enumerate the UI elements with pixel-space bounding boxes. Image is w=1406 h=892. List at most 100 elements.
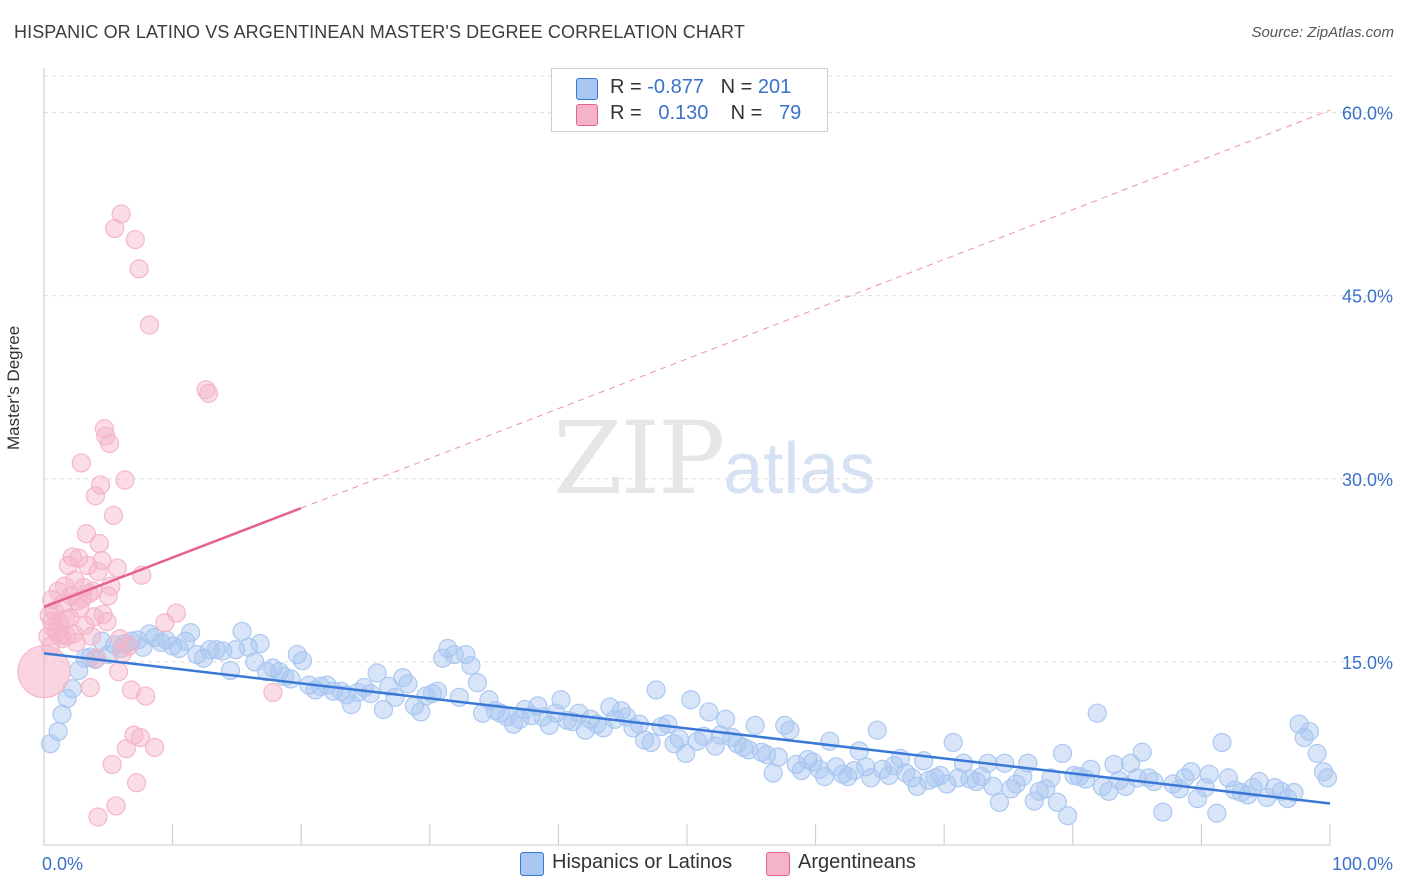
argentinean-point (126, 773, 147, 793)
hispanic-point (989, 792, 1010, 812)
hispanic-point (646, 680, 666, 700)
tick-labels: 15.0% 30.0% 45.0% 60.0% 0.0% 100.0% (42, 104, 1393, 874)
hispanic-point (287, 644, 307, 665)
hispanic-point (490, 703, 511, 723)
hispanic-point (385, 687, 405, 707)
hispanic-point (40, 734, 61, 754)
trend-lines-extended (301, 109, 1331, 509)
argentinean-point (110, 629, 130, 649)
hispanic-point (467, 673, 487, 693)
y-axis-label: Master's Degree (4, 325, 23, 450)
hispanic-point (641, 732, 661, 753)
hispanic-point (393, 668, 413, 688)
axes (43, 68, 1331, 846)
hispanic-point (169, 638, 189, 659)
hispanic-point (181, 623, 201, 643)
y-tick-label: 15.0% (1342, 653, 1393, 673)
hispanic-point (715, 709, 736, 729)
argentinean-point (88, 807, 108, 827)
argentinean-point (111, 204, 131, 224)
argentinean-point (60, 608, 80, 628)
hispanic-point (995, 753, 1015, 773)
data-points (17, 204, 1338, 827)
argentinean-point (94, 419, 115, 439)
argentinean-point (42, 612, 62, 632)
argentinean-point (108, 662, 129, 682)
hispanic-point (1024, 791, 1044, 811)
hispanic-point (786, 754, 806, 775)
hispanic-point (456, 644, 476, 665)
hispanic-point (48, 721, 68, 742)
argentinean-point (115, 470, 135, 490)
bottom-legend-label-hispanic: Hispanics or Latinos (552, 851, 733, 873)
argentinean-point (263, 682, 283, 703)
hispanic-point (539, 715, 559, 735)
hispanic-point (745, 715, 765, 735)
argentinean-point (81, 626, 102, 646)
legend-swatch-argentinean (576, 104, 598, 126)
hispanic-point (937, 774, 957, 794)
hispanic-point (569, 703, 589, 723)
argentinean-point (90, 475, 111, 495)
hispanic-point (733, 737, 754, 757)
hispanic-point (600, 697, 620, 717)
hispanic-point (833, 764, 853, 784)
hispanic-point (1187, 789, 1208, 809)
hispanic-point (361, 684, 381, 704)
hispanic-point (879, 765, 899, 786)
hispanic-point (658, 714, 678, 734)
hispanic-point (292, 651, 313, 671)
hispanic-point (57, 688, 77, 709)
trend-lines (43, 506, 1331, 805)
hispanic-point (676, 743, 696, 764)
argentinean-point (88, 561, 108, 582)
y-tick-label: 45.0% (1342, 287, 1393, 307)
hispanic-point (367, 663, 387, 683)
hispanic-point (411, 702, 431, 722)
hispanic-point (1199, 764, 1219, 784)
correlation-legend: R = -0.877 N = 201 R = 0.130 N = 79 (551, 68, 828, 132)
argentinean-point (78, 555, 98, 576)
hispanic-point (867, 720, 887, 740)
argentinean-point (102, 754, 122, 775)
hispanic-point (1284, 782, 1304, 803)
hispanic-point (281, 669, 301, 689)
hispanic-point (1307, 743, 1327, 764)
watermark-atlas: atlas (723, 429, 876, 509)
chart-title: HISPANIC OR LATINO VS ARGENTINEAN MASTER… (14, 22, 745, 42)
argentinean-point (144, 737, 165, 757)
hispanic-point (681, 690, 701, 710)
hispanic-point (768, 747, 788, 767)
hispanic-point (461, 655, 481, 676)
hispanic-point (757, 745, 777, 765)
argentinean-point (106, 796, 126, 816)
argentinean-point (121, 680, 142, 700)
hispanic-point (1212, 732, 1232, 753)
argentinean-trend-extension (301, 109, 1331, 509)
hispanic-point (699, 702, 719, 722)
argentinean-point (139, 315, 160, 335)
x-tick-label-min: 0.0% (42, 854, 83, 874)
hispanic-point (1104, 754, 1124, 775)
hispanic-point (907, 776, 927, 797)
hispanic-point (1317, 768, 1338, 788)
hispanic-point (373, 699, 394, 720)
hispanic-point (1299, 721, 1320, 742)
argentinean-point (196, 380, 216, 400)
x-tick-label-max: 100.0% (1332, 854, 1393, 874)
hispanic-point (52, 704, 72, 724)
y-tick-label: 60.0% (1342, 104, 1393, 124)
gridlines (44, 75, 1392, 663)
hispanic-point (1218, 768, 1239, 788)
argentinean-point (17, 645, 71, 699)
argentinean-point (130, 727, 151, 748)
argentinean-point (89, 533, 109, 554)
hispanic-point (1058, 806, 1078, 826)
hispanic-point (820, 731, 840, 751)
argentinean-point (92, 550, 112, 571)
argentinean-trend-line (43, 506, 302, 609)
hispanic-point (1132, 742, 1152, 762)
argentinean-point (107, 558, 127, 578)
hispanic-point (780, 720, 800, 740)
